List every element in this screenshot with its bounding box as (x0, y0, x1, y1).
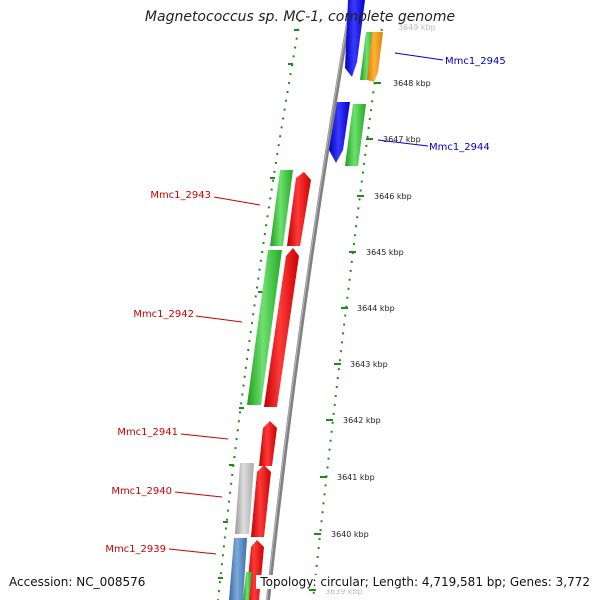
tick-label: 3641 kbp (337, 473, 375, 482)
tick-label: 3643 kbp (350, 360, 388, 369)
forward-strand-features (329, 0, 383, 166)
cds-red-mmc1-2941 (259, 421, 277, 466)
gene-label-mmc1-2945: Mmc1_2945 (445, 56, 506, 67)
cds-green-small-bottom (243, 572, 252, 600)
cds-blue-arrow (345, 0, 365, 77)
outer-ring-tick-marks (218, 29, 298, 579)
cds-red-arrow-2940 (251, 465, 271, 537)
inner-ring-tick-marks (309, 82, 381, 591)
cds-red-arrow-2942 (264, 248, 299, 407)
gene-label-mmc1-2941: Mmc1_2941 (117, 427, 178, 438)
gene-label-mmc1-2942: Mmc1_2942 (133, 309, 194, 320)
tick-label: 3640 kbp (331, 530, 369, 539)
cds-green-mmc1-2942 (247, 250, 282, 405)
cds-grey-mmc1-2940 (235, 463, 254, 534)
label-leader-lines (168, 52, 444, 555)
gene-label-mmc1-2943: Mmc1_2943 (150, 190, 211, 201)
reverse-strand-features (229, 170, 311, 600)
cds-red-arrow-2943 (287, 172, 311, 246)
tick-label: 3647 kbp (383, 135, 421, 144)
cds-steelblue-mmc1-2939 (229, 538, 247, 600)
cds-orange-arrow (367, 32, 383, 82)
tick-label: 3645 kbp (366, 248, 404, 257)
genome-backbone (266, 0, 354, 600)
tick-label: 3639 kbp (325, 587, 363, 596)
tick-label: 3644 kbp (357, 304, 395, 313)
cds-blue-arrow-2 (329, 102, 350, 163)
outer-dotted-ring (217, 19, 301, 600)
gene-labels: Mmc1_2945 Mmc1_2944 Mmc1_2943 Mmc1_2942 … (105, 56, 505, 555)
gene-label-mmc1-2939: Mmc1_2939 (105, 544, 166, 555)
cds-green-mmc1-2944 (345, 104, 366, 166)
tick-labels: 3649 kbp 3648 kbp 3647 kbp 3646 kbp 3645… (325, 23, 436, 596)
tick-label: 3642 kbp (343, 416, 381, 425)
tick-label: 3649 kbp (398, 23, 436, 32)
cds-green-mmc1-2943 (270, 170, 293, 246)
gene-label-mmc1-2940: Mmc1_2940 (111, 486, 172, 497)
tick-label: 3648 kbp (393, 79, 431, 88)
gene-label-mmc1-2944: Mmc1_2944 (429, 142, 490, 153)
map-title: Magnetococcus sp. MC-1, complete genome (144, 9, 456, 25)
accession-text: Accession: NC_008576 (9, 575, 146, 589)
genome-summary-text: Topology: circular; Length: 4,719,581 bp… (256, 575, 590, 589)
tick-label: 3646 kbp (374, 192, 412, 201)
